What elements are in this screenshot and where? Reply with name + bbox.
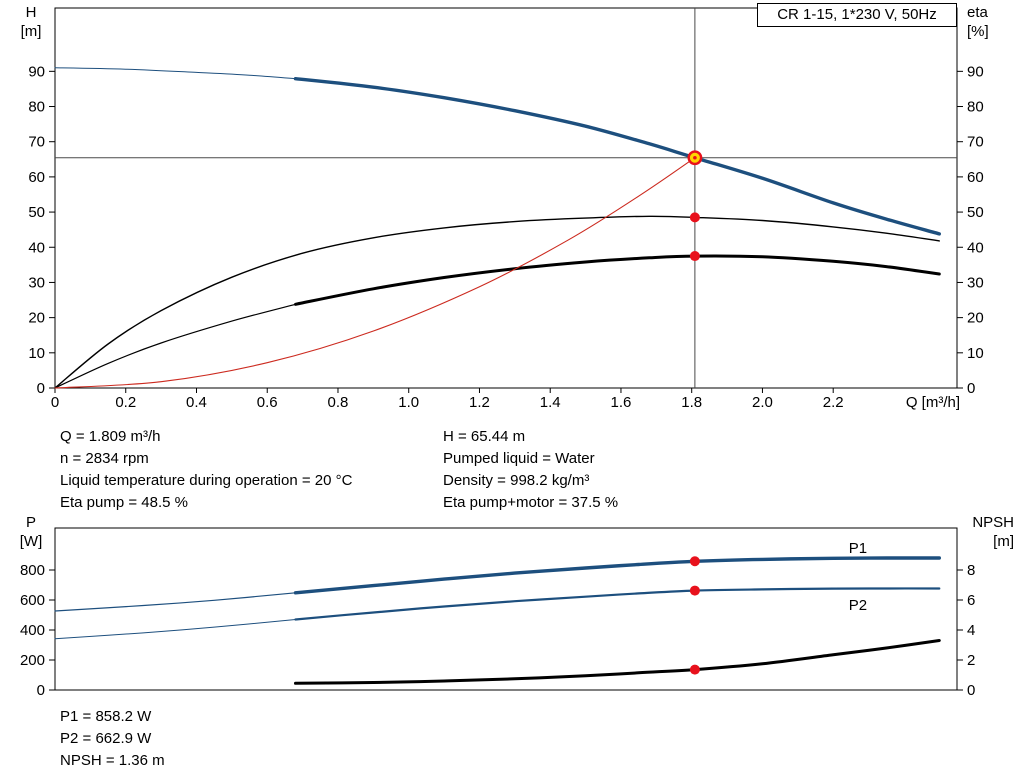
y-left-tick-label: 60 bbox=[28, 169, 45, 186]
y-right-tick-label: 70 bbox=[967, 134, 984, 151]
y-right-tick-label: 8 bbox=[967, 562, 975, 579]
eta-pump-motor-curve bbox=[294, 254, 941, 306]
y-left-tick-label: 200 bbox=[20, 652, 45, 669]
y-right-tick-label: 0 bbox=[967, 682, 975, 699]
y-left-tick-label: 400 bbox=[20, 622, 45, 639]
pump-model-label: CR 1-15, 1*230 V, 50Hz bbox=[757, 3, 957, 27]
y-left-tick-label: 30 bbox=[28, 274, 45, 291]
y-left-tick-label: 90 bbox=[28, 63, 45, 80]
x-tick-label: 1.2 bbox=[469, 394, 490, 411]
y-left-tick-label: 600 bbox=[20, 592, 45, 609]
info-liquid-temp: Liquid temperature during operation = 20… bbox=[60, 472, 353, 489]
info-p1: P1 = 858.2 W bbox=[60, 708, 152, 725]
npsh-curve bbox=[294, 639, 941, 685]
p2-curve bbox=[294, 587, 941, 621]
y-right-axis-title: eta bbox=[967, 4, 989, 21]
x-tick-label: 0.6 bbox=[257, 394, 278, 411]
head-curve bbox=[293, 77, 941, 236]
duty-info-right: H = 65.44 m Pumped liquid = Water Densit… bbox=[443, 426, 618, 514]
y-right-axis-title: [%] bbox=[967, 23, 989, 40]
system-curve bbox=[54, 157, 696, 389]
series-label-p2: P2 bbox=[849, 597, 867, 614]
y-left-tick-label: 40 bbox=[28, 239, 45, 256]
y-left-tick-label: 800 bbox=[20, 562, 45, 579]
x-tick-label: 0 bbox=[51, 394, 59, 411]
y-left-tick-label: 50 bbox=[28, 204, 45, 221]
x-tick-label: 2.2 bbox=[823, 394, 844, 411]
p1-curve bbox=[54, 592, 297, 612]
y-left-tick-label: 0 bbox=[37, 682, 45, 699]
y-right-tick-label: 10 bbox=[967, 345, 984, 362]
y-left-axis-title: P bbox=[26, 514, 36, 531]
x-axis-title: Q [m³/h] bbox=[906, 394, 960, 411]
p2-curve bbox=[54, 619, 296, 640]
npsh-dot bbox=[689, 664, 700, 675]
x-tick-label: 1.8 bbox=[681, 394, 702, 411]
y-right-tick-label: 50 bbox=[967, 204, 984, 221]
info-eta-pump: Eta pump = 48.5 % bbox=[60, 494, 188, 511]
series-label-p1: P1 bbox=[849, 540, 867, 557]
x-tick-label: 0.8 bbox=[328, 394, 349, 411]
x-tick-label: 0.2 bbox=[115, 394, 136, 411]
eta-pump-curve bbox=[54, 215, 940, 389]
y-right-tick-label: 40 bbox=[967, 239, 984, 256]
plot-frame bbox=[54, 7, 958, 389]
x-tick-label: 1.0 bbox=[398, 394, 419, 411]
y-right-tick-label: 30 bbox=[967, 274, 984, 291]
eta-pump-dot bbox=[689, 212, 700, 223]
info-flow: Q = 1.809 m³/h bbox=[60, 428, 161, 445]
head-curve bbox=[54, 67, 296, 80]
duty-info-left: Q = 1.809 m³/h n = 2834 rpm Liquid tempe… bbox=[60, 426, 352, 514]
y-right-tick-label: 20 bbox=[967, 310, 984, 327]
y-left-axis-title: [W] bbox=[20, 533, 43, 550]
info-head: H = 65.44 m bbox=[443, 428, 526, 445]
x-tick-label: 1.4 bbox=[540, 394, 561, 411]
y-right-tick-label: 4 bbox=[967, 622, 975, 639]
info-pumped-liquid: Pumped liquid = Water bbox=[443, 450, 595, 467]
y-left-tick-label: 80 bbox=[28, 99, 45, 116]
plot-frame bbox=[54, 527, 958, 691]
p1-dot bbox=[689, 556, 700, 567]
y-right-axis-title: NPSH bbox=[972, 514, 1014, 531]
x-tick-label: 1.6 bbox=[611, 394, 632, 411]
y-left-tick-label: 70 bbox=[28, 134, 45, 151]
info-speed: n = 2834 rpm bbox=[60, 450, 149, 467]
y-right-tick-label: 60 bbox=[967, 169, 984, 186]
y-left-tick-label: 0 bbox=[37, 380, 45, 397]
y-left-tick-label: 20 bbox=[28, 310, 45, 327]
x-tick-label: 0.4 bbox=[186, 394, 207, 411]
info-p2: P2 = 662.9 W bbox=[60, 730, 152, 747]
x-tick-label: 2.0 bbox=[752, 394, 773, 411]
power-info: P1 = 858.2 W P2 = 662.9 W NPSH = 1.36 m bbox=[60, 706, 165, 772]
y-right-tick-label: 80 bbox=[967, 99, 984, 116]
p1-curve bbox=[293, 556, 941, 595]
power-npsh-chart: 800 600 400 200 0 8 6 4 2 0 P [W] NPSH [m] P1 P2 bbox=[20, 514, 1014, 699]
y-right-tick-label: 90 bbox=[967, 63, 984, 80]
y-left-axis-title: H bbox=[26, 4, 37, 21]
y-right-tick-label: 0 bbox=[967, 380, 975, 397]
eta-pump-motor-dot bbox=[689, 251, 700, 262]
info-eta-pump-motor: Eta pump+motor = 37.5 % bbox=[443, 494, 619, 511]
y-left-axis-title: [m] bbox=[21, 23, 42, 40]
info-npsh: NPSH = 1.36 m bbox=[60, 752, 165, 769]
operating-point-center bbox=[693, 155, 697, 160]
info-density: Density = 998.2 kg/m³ bbox=[443, 472, 590, 489]
y-left-tick-label: 10 bbox=[28, 345, 45, 362]
p2-dot bbox=[689, 585, 700, 596]
y-right-tick-label: 2 bbox=[967, 652, 975, 669]
eta-pump-motor-curve bbox=[54, 303, 297, 389]
y-right-axis-title: [m] bbox=[993, 533, 1014, 550]
y-right-tick-label: 6 bbox=[967, 592, 975, 609]
